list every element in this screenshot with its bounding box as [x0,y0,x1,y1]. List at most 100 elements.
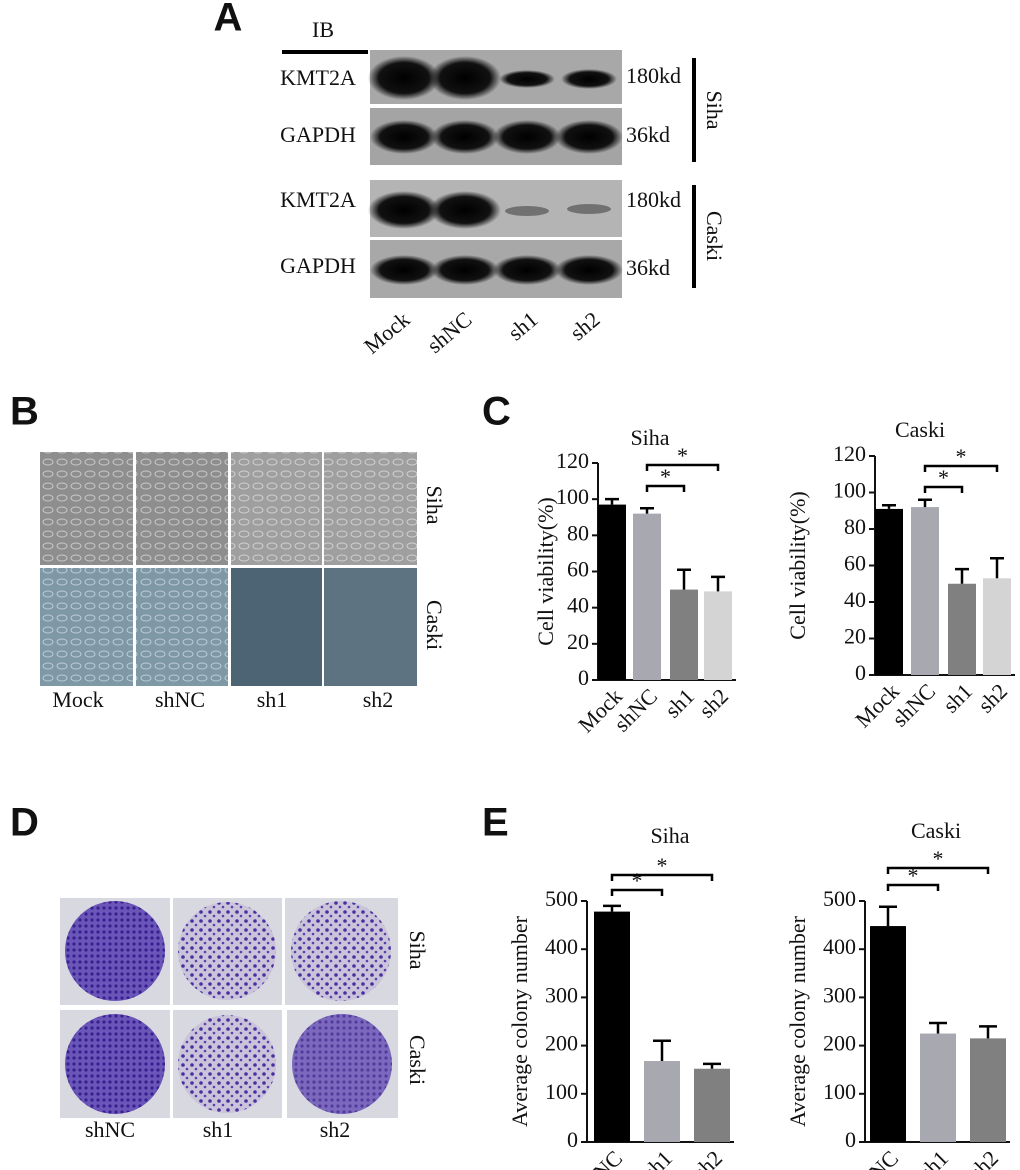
y-tick-label: 100 [545,1079,578,1104]
bar [670,589,698,680]
y-tick-label: 20 [844,624,866,649]
x-tick-label: sh1 [660,683,699,722]
y-axis-label: Average colony number [785,915,810,1127]
y-tick-label: 0 [855,660,866,685]
significance-bracket [886,883,940,891]
protein-label: KMT2A [280,65,356,90]
band [431,255,499,285]
significance-label: * [660,464,671,489]
lane-label: shNC [422,307,476,358]
y-tick-label: 200 [545,1031,578,1056]
bar [970,1038,1006,1142]
significance-bracket [923,464,999,472]
lane-label: sh2 [363,687,394,712]
lane-label: sh1 [203,1117,234,1142]
x-tick-label: sh2 [694,683,733,722]
band [429,56,501,100]
lane-label: Mock [52,687,103,712]
y-tick-label: 80 [844,514,866,539]
x-tick-label: sh2 [964,1145,1003,1170]
panel-label: A [214,0,243,40]
y-tick-label: 300 [545,982,578,1007]
y-tick-label: 120 [556,448,589,473]
x-tick-label: sh1 [938,678,977,717]
band [561,69,617,89]
micrograph [324,452,417,565]
y-axis-label: Cell viability(%) [785,491,810,639]
plate [178,1015,276,1113]
y-tick-label: 500 [545,886,578,911]
significance-label: * [677,443,688,468]
bar [920,1033,956,1142]
bar [704,591,732,680]
cell-line-label: Siha [702,90,727,129]
error-bar [677,568,691,590]
cell-line-label: Caski [405,1035,430,1085]
micrograph [40,568,133,686]
error-bar [955,567,969,584]
bar [644,1061,680,1142]
plate [65,901,165,1001]
micrograph [231,568,322,686]
bar [983,578,1011,675]
band [555,255,623,285]
error-bar [711,575,725,592]
band [493,120,561,154]
x-tick-label: sh1 [638,1145,677,1170]
y-tick-label: 60 [844,551,866,576]
micrographs [40,452,417,686]
significance-label: * [956,444,967,469]
error-bar [703,1062,721,1069]
bar [948,583,976,675]
cell-line-label: Caski [422,600,447,650]
y-tick-label: 300 [823,982,856,1007]
band [431,120,499,154]
protein-label: KMT2A [280,187,356,212]
error-bar [603,904,621,912]
micrograph [40,452,133,565]
significance-label: * [657,853,668,878]
blot-header: IB [312,17,334,42]
y-tick-label: 100 [833,478,866,503]
significance-label: * [632,868,643,893]
size-label: 180kd [626,63,681,88]
x-tick-label: shNC [574,1145,627,1170]
bar [594,911,630,1142]
chart-title: Siha [650,823,689,848]
y-tick-label: 400 [545,934,578,959]
size-label: 36kd [626,122,670,147]
colony-plates [60,898,398,1118]
y-tick-label: 100 [823,1079,856,1104]
y-tick-label: 40 [844,587,866,612]
band [499,70,555,88]
plate [178,902,276,1000]
band [505,206,549,216]
x-tick-label: sh2 [973,678,1012,717]
y-tick-label: 400 [823,934,856,959]
lane-label: shNC [155,687,205,712]
size-label: 180kd [626,187,681,212]
bar [911,507,939,675]
y-tick-label: 100 [556,484,589,509]
panel-label: D [10,801,39,845]
significance-bracket [645,484,686,492]
error-bar [882,504,896,509]
cell-line-label: Siha [405,930,430,969]
western-blot [282,50,696,298]
band [370,120,438,154]
error-bar [879,905,897,927]
bar [694,1068,730,1142]
y-tick-label: 120 [833,441,866,466]
protein-label: GAPDH [280,122,356,147]
band [429,191,501,229]
x-tick-label: sh2 [688,1145,727,1170]
bar [598,504,626,680]
chart-title: Caski [911,818,961,843]
micrograph [324,568,417,686]
x-tick-label: shNC [850,1145,903,1170]
y-tick-label: 0 [567,1127,578,1152]
significance-label: * [908,863,919,888]
chart-title: Caski [895,417,945,442]
plate [65,1014,165,1114]
significance-label: * [938,465,949,490]
